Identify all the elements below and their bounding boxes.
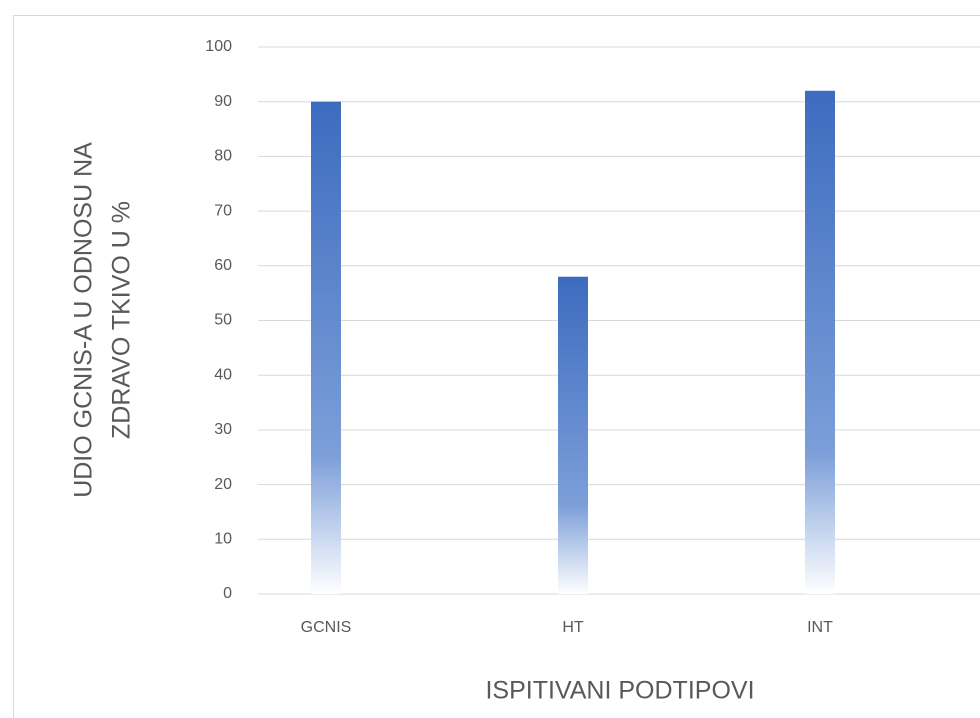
bar <box>805 90 835 594</box>
y-tick-label: 70 <box>214 202 232 219</box>
x-tick-label: GCNIS <box>301 619 352 636</box>
y-tick-label: 40 <box>214 366 232 383</box>
x-tick-label: HT <box>562 619 584 636</box>
x-axis-title: ISPITIVANI PODTIPOVI <box>485 677 754 705</box>
x-tick-label: INT <box>807 619 833 636</box>
y-tick-label: 90 <box>214 93 232 110</box>
chart-frame <box>13 15 980 718</box>
y-axis-title-line: ZDRAVO TKIVO U % <box>108 201 136 439</box>
y-tick-label: 50 <box>214 312 232 329</box>
y-tick-label: 10 <box>214 531 232 548</box>
bar <box>558 276 588 594</box>
y-tick-label: 30 <box>214 421 232 438</box>
y-axis-title-line: UDIO GCNIS-A U ODNOSU NA <box>70 142 98 498</box>
y-tick-label: 20 <box>214 476 232 493</box>
y-tick-label: 100 <box>205 38 232 55</box>
y-tick-label: 0 <box>223 585 232 602</box>
y-tick-label: 60 <box>214 257 232 274</box>
bar <box>311 101 341 594</box>
y-tick-label: 80 <box>214 148 232 165</box>
y-axis-title: UDIO GCNIS-A U ODNOSU NA ZDRAVO TKIVO U … <box>70 142 136 498</box>
